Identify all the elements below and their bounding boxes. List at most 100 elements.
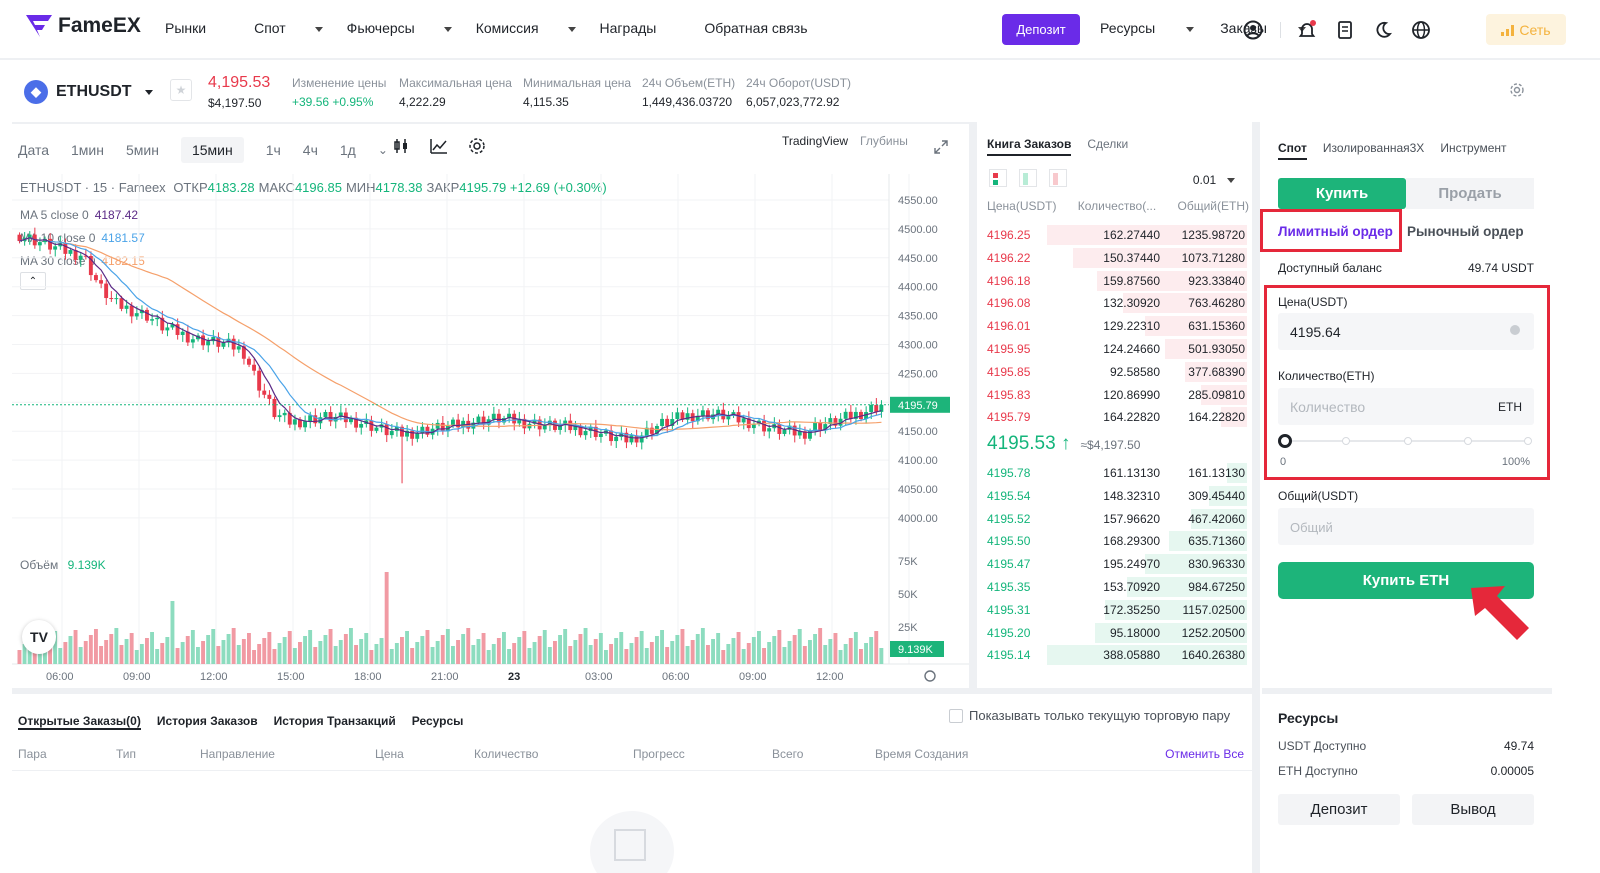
slider-mark[interactable] bbox=[1404, 437, 1412, 445]
limit-order-tab[interactable]: Лимитный ордер bbox=[1278, 224, 1393, 239]
tab-instrument[interactable]: Инструмент bbox=[1440, 141, 1507, 155]
orders-tab-3[interactable]: Ресурсы bbox=[411, 714, 464, 728]
nav-item-0[interactable]: Рынки bbox=[165, 20, 230, 36]
orderbook-row[interactable]: 4195.14 388.05880 1640.26380 bbox=[985, 644, 1247, 666]
orders-tab-1[interactable]: История Заказов bbox=[156, 714, 258, 728]
timeframe-3[interactable]: 15мин bbox=[180, 137, 244, 163]
deposit-button[interactable]: Депозит bbox=[1002, 14, 1080, 45]
orders-tab-2[interactable]: История Транзакций bbox=[273, 714, 396, 728]
orderbook-row[interactable]: 4195.20 95.18000 1252.20500 bbox=[985, 622, 1247, 644]
resources-deposit-button[interactable]: Депозит bbox=[1278, 794, 1400, 825]
orderbook-row[interactable]: 4196.22 150.37440 1073.71280 bbox=[985, 247, 1247, 269]
timeframe-6[interactable]: 1д bbox=[339, 142, 356, 158]
orderbook-row[interactable]: 4196.08 132.30920 763.46280 bbox=[985, 292, 1247, 314]
fullscreen-icon[interactable] bbox=[934, 140, 948, 154]
bell-icon[interactable] bbox=[1297, 20, 1317, 40]
orders-tab-0[interactable]: Открытые Заказы(0) bbox=[18, 714, 141, 730]
tab-orderbook[interactable]: Книга Заказов bbox=[987, 137, 1072, 156]
timeframe-0[interactable]: Дата bbox=[18, 142, 50, 158]
clear-icon[interactable] bbox=[1510, 325, 1520, 335]
timeframe-1[interactable]: 1мин bbox=[71, 142, 104, 158]
indicators-icon[interactable] bbox=[430, 137, 448, 155]
sell-tab-button[interactable]: Продать bbox=[1406, 178, 1534, 209]
tab-spot[interactable]: Спот bbox=[1278, 141, 1307, 160]
timeframe-5[interactable]: 4ч bbox=[302, 142, 318, 158]
globe-icon[interactable] bbox=[1411, 20, 1431, 40]
user-icon[interactable] bbox=[1243, 20, 1263, 40]
orders-menu[interactable]: Заказы bbox=[1220, 20, 1306, 36]
trade-panel: Спот Изолированная3X Инструмент Купить П… bbox=[1260, 122, 1552, 688]
network-status-button[interactable]: Сеть bbox=[1486, 14, 1566, 45]
book-bids-icon[interactable] bbox=[1019, 169, 1037, 187]
orderbook-row[interactable]: 4195.78 161.13130 161.13130 bbox=[985, 462, 1247, 484]
tab-depth[interactable]: Глубины bbox=[860, 134, 908, 148]
qty-input[interactable]: Количество ETH bbox=[1278, 388, 1534, 425]
book-asks-icon[interactable] bbox=[1049, 169, 1067, 187]
total-input[interactable]: Общий bbox=[1278, 508, 1534, 545]
volume-bar bbox=[68, 636, 73, 664]
star-icon[interactable]: ★ bbox=[170, 79, 192, 101]
orderbook-row[interactable]: 4195.95 124.24660 501.93050 bbox=[985, 338, 1247, 360]
orderbook-row[interactable]: 4195.31 172.35250 1157.02500 bbox=[985, 599, 1247, 621]
tradingview-logo-icon[interactable]: TV bbox=[22, 620, 56, 654]
price-input[interactable]: 4195.64 bbox=[1278, 313, 1534, 350]
candle-body bbox=[129, 305, 134, 317]
orderbook-row[interactable]: 4195.54 148.32310 309.45440 bbox=[985, 485, 1247, 507]
slider-handle[interactable] bbox=[1278, 434, 1292, 448]
slider-mark[interactable] bbox=[1342, 437, 1350, 445]
tab-tradingview[interactable]: TradingView bbox=[782, 134, 849, 148]
candle-body bbox=[665, 418, 670, 426]
moon-icon[interactable] bbox=[1373, 20, 1393, 40]
nav-item-5[interactable]: Обратная связь bbox=[704, 20, 831, 36]
nav-item-2[interactable]: Фьючерсы bbox=[347, 20, 452, 36]
orderbook-row[interactable]: 4196.01 129.22310 631.15360 bbox=[985, 315, 1247, 337]
volume-bar bbox=[828, 639, 833, 664]
tab-isolated[interactable]: Изолированная3X bbox=[1322, 141, 1425, 155]
nav-item-4[interactable]: Награды bbox=[600, 20, 681, 36]
orderbook-row[interactable]: 4196.18 159.87560 923.33840 bbox=[985, 270, 1247, 292]
withdraw-button[interactable]: Вывод bbox=[1412, 794, 1534, 825]
cancel-all-button[interactable]: Отменить Все bbox=[1165, 747, 1244, 761]
precision-select[interactable]: 0.01 bbox=[1185, 169, 1243, 191]
price-chart[interactable]: 4550.00 4500.00 4450.00 4400.00 4350.00 4300.… bbox=[12, 174, 969, 690]
symbol-selector[interactable]: ◆ ETHUSDT bbox=[24, 80, 153, 104]
buy-tab-button[interactable]: Купить bbox=[1278, 178, 1406, 209]
volume-bar bbox=[751, 637, 756, 664]
timeframe-4[interactable]: 1ч bbox=[265, 142, 281, 158]
orders-tabs: Открытые Заказы(0) История Заказов История… bbox=[18, 714, 463, 730]
book-both-icon[interactable] bbox=[989, 169, 1007, 187]
orderbook-row[interactable]: 4195.35 153.70920 984.67250 bbox=[985, 576, 1247, 598]
slider-mark[interactable] bbox=[1464, 437, 1472, 445]
candles-icon[interactable] bbox=[392, 137, 410, 155]
volume-bar bbox=[196, 647, 200, 664]
orderbook-row[interactable]: 4195.85 92.58580 377.68390 bbox=[985, 361, 1247, 383]
chevron-down-icon[interactable]: ⌄ bbox=[377, 143, 388, 157]
nav-item-3[interactable]: Комиссия bbox=[476, 20, 576, 36]
orders-column: Пара bbox=[18, 747, 47, 761]
slider-mark[interactable] bbox=[1524, 437, 1532, 445]
tab-trades[interactable]: Сделки bbox=[1087, 137, 1129, 151]
amount-slider[interactable] bbox=[1278, 432, 1534, 448]
volume-bar bbox=[547, 647, 552, 664]
orderbook-row[interactable]: 4195.83 120.86990 285.09810 bbox=[985, 384, 1247, 406]
y-tick-label: 4250.00 bbox=[898, 368, 938, 380]
logo[interactable]: FameEX bbox=[26, 14, 141, 38]
current-pair-filter[interactable]: Показывать только текущую торговую пару bbox=[949, 708, 1230, 723]
document-icon[interactable] bbox=[1335, 20, 1355, 40]
market-order-tab[interactable]: Рыночный ордер bbox=[1407, 224, 1524, 239]
orderbook-row[interactable]: 4196.25 162.27440 1235.98720 bbox=[985, 224, 1247, 246]
orderbook-row[interactable]: 4195.47 195.24970 830.96330 bbox=[985, 553, 1247, 575]
timeframe-2[interactable]: 5мин bbox=[125, 142, 159, 158]
orderbook-row[interactable]: 4195.79 164.22820 164.22820 bbox=[985, 406, 1247, 428]
gear-icon[interactable] bbox=[1509, 82, 1525, 98]
nav-item-1[interactable]: Спот bbox=[254, 20, 323, 36]
checkbox[interactable] bbox=[949, 708, 963, 723]
collapse-legend-button[interactable]: ⌃ bbox=[20, 272, 46, 290]
settings-icon[interactable] bbox=[468, 137, 486, 155]
orderbook-row[interactable]: 4195.50 168.29300 635.71360 bbox=[985, 530, 1247, 552]
resources-menu[interactable]: Ресурсы bbox=[1100, 20, 1195, 36]
volume-bar bbox=[619, 632, 624, 664]
row-total: 161.13130 bbox=[1188, 466, 1245, 480]
orderbook-row[interactable]: 4195.52 157.96620 467.42060 bbox=[985, 508, 1247, 530]
volume-bar bbox=[670, 641, 675, 664]
